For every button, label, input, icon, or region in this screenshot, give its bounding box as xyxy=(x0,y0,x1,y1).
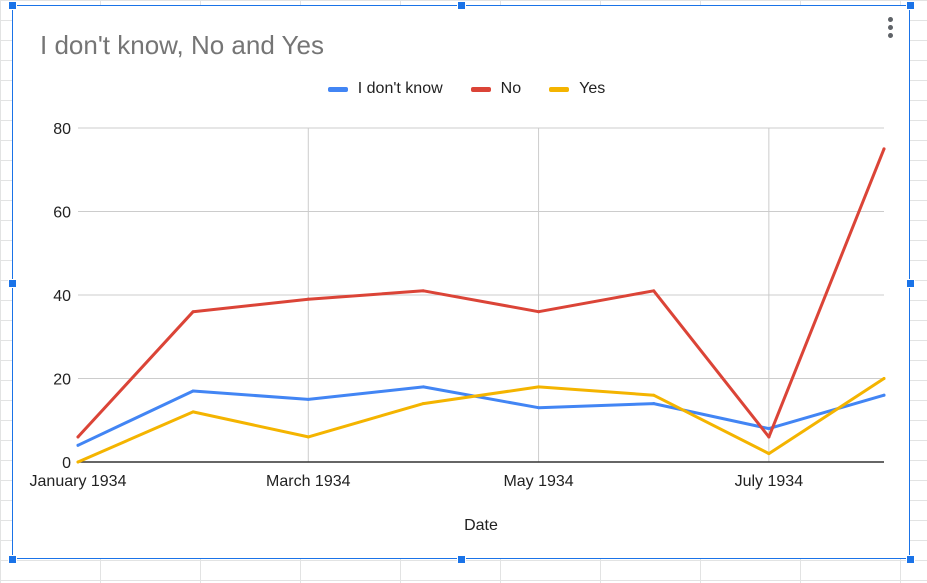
series-line[interactable] xyxy=(76,377,886,464)
x-tick-label: July 1934 xyxy=(735,473,804,490)
legend-label: No xyxy=(500,80,522,97)
legend-item[interactable]: I don't know xyxy=(322,80,443,98)
x-tick-label: March 1934 xyxy=(266,473,351,490)
resize-handle-bottom-right[interactable] xyxy=(906,555,915,564)
series-line[interactable] xyxy=(76,385,886,447)
data-point[interactable] xyxy=(76,443,80,447)
legend-swatch xyxy=(327,86,348,92)
resize-handle-top-right[interactable] xyxy=(906,1,915,10)
data-point[interactable] xyxy=(421,385,425,389)
data-point[interactable] xyxy=(537,385,541,389)
chart-legend: I don't know No Yes xyxy=(0,80,927,98)
legend-swatch xyxy=(470,86,491,92)
data-point[interactable] xyxy=(882,377,886,380)
series-line[interactable] xyxy=(76,147,886,439)
resize-handle-top[interactable] xyxy=(457,1,466,10)
x-tick-label: May 1934 xyxy=(503,473,573,490)
x-axis-title: Date xyxy=(464,517,498,534)
resize-handle-right[interactable] xyxy=(906,279,915,288)
data-point[interactable] xyxy=(882,393,886,397)
more-vert-icon[interactable] xyxy=(884,17,896,45)
data-point[interactable] xyxy=(767,435,771,439)
data-point[interactable] xyxy=(882,147,886,151)
legend-label: Yes xyxy=(579,80,606,97)
chart-container[interactable] xyxy=(12,5,910,559)
data-point[interactable] xyxy=(421,289,425,293)
y-tick-label: 60 xyxy=(53,205,71,222)
data-point[interactable] xyxy=(76,460,80,464)
resize-handle-bottom[interactable] xyxy=(457,555,466,564)
data-point[interactable] xyxy=(767,452,771,456)
chart-title: I don't know, No and Yes xyxy=(40,30,324,60)
legend-label: I don't know xyxy=(357,80,443,97)
resize-handle-left[interactable] xyxy=(8,279,17,288)
data-point[interactable] xyxy=(76,435,80,439)
data-point[interactable] xyxy=(306,397,310,401)
data-point[interactable] xyxy=(537,406,541,410)
data-point[interactable] xyxy=(652,393,656,397)
data-point[interactable] xyxy=(421,402,425,406)
data-point[interactable] xyxy=(652,402,656,406)
resize-handle-bottom-left[interactable] xyxy=(8,555,17,564)
y-tick-label: 80 xyxy=(53,121,71,138)
x-tick-label: January 1934 xyxy=(30,473,127,490)
legend-item[interactable]: Yes xyxy=(543,80,605,98)
y-tick-label: 0 xyxy=(62,455,71,472)
legend-swatch xyxy=(549,86,570,92)
y-tick-label: 20 xyxy=(53,372,71,389)
resize-handle-top-left[interactable] xyxy=(8,1,17,10)
data-point[interactable] xyxy=(652,289,656,293)
legend-item[interactable]: No xyxy=(465,80,521,98)
data-point[interactable] xyxy=(191,389,195,393)
data-point[interactable] xyxy=(537,310,541,314)
data-point[interactable] xyxy=(306,435,310,439)
data-point[interactable] xyxy=(767,427,771,431)
data-point[interactable] xyxy=(191,410,195,414)
y-tick-label: 40 xyxy=(53,288,71,305)
data-point[interactable] xyxy=(306,297,310,301)
data-point[interactable] xyxy=(191,310,195,314)
